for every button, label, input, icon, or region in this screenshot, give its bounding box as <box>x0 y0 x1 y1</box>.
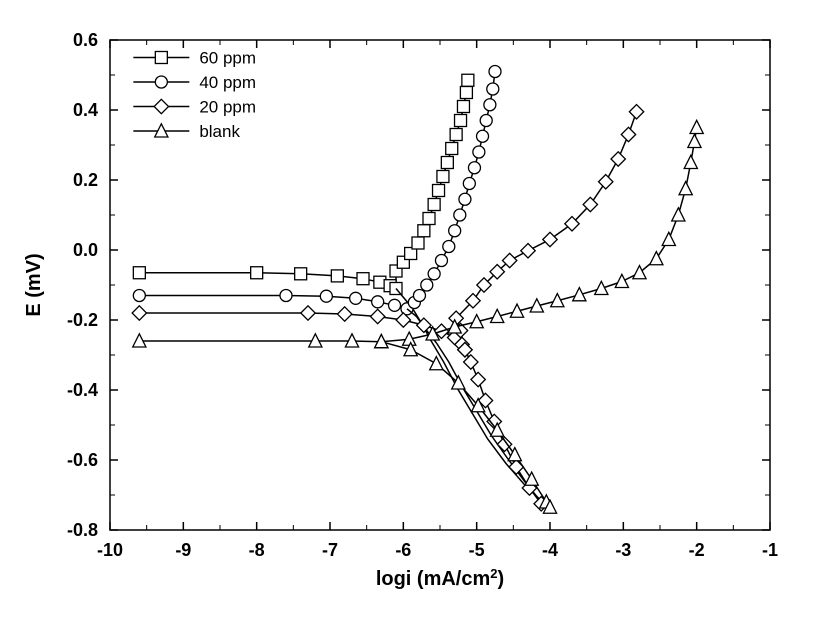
y-tick-label: -0.6 <box>67 450 98 470</box>
legend-label: blank <box>199 122 240 141</box>
x-tick-label: -4 <box>542 540 558 560</box>
y-tick-label: -0.2 <box>67 310 98 330</box>
series-line <box>139 112 636 350</box>
polarization-chart: -10 -9 -8 -7 -6 -5 -4 -3 -2 -1 -0.8 -0.6 -0.4 -0.2 0.0… <box>0 0 837 630</box>
y-tick-label: 0.2 <box>73 170 98 190</box>
x-tick-label: -9 <box>175 540 191 560</box>
x-tick-label: -3 <box>615 540 631 560</box>
x-tick-label: -5 <box>469 540 485 560</box>
x-tick-label: -10 <box>97 540 123 560</box>
x-tick-label: -6 <box>395 540 411 560</box>
x-tick-label: -2 <box>689 540 705 560</box>
y-tick-label: -0.4 <box>67 380 98 400</box>
y-tick-label: 0.6 <box>73 30 98 50</box>
chart-container: -10 -9 -8 -7 -6 -5 -4 -3 -2 -1 -0.8 -0.6 -0.4 -0.2 0.0… <box>0 0 837 630</box>
x-axis-title: logi (mA/cm2) <box>376 566 504 591</box>
y-tick-label: 0.4 <box>73 100 98 120</box>
series-line <box>139 80 468 288</box>
y-tick-label: -0.8 <box>67 520 98 540</box>
y-axis-title: E (mV) <box>23 253 45 316</box>
x-tick-label: -8 <box>249 540 265 560</box>
legend-label: 60 ppm <box>199 49 256 68</box>
x-tick-label: -7 <box>322 540 338 560</box>
y-tick-label: 0.0 <box>73 240 98 260</box>
legend-label: 20 ppm <box>199 98 256 117</box>
legend-label: 40 ppm <box>199 73 256 92</box>
x-tick-label: -1 <box>762 540 778 560</box>
